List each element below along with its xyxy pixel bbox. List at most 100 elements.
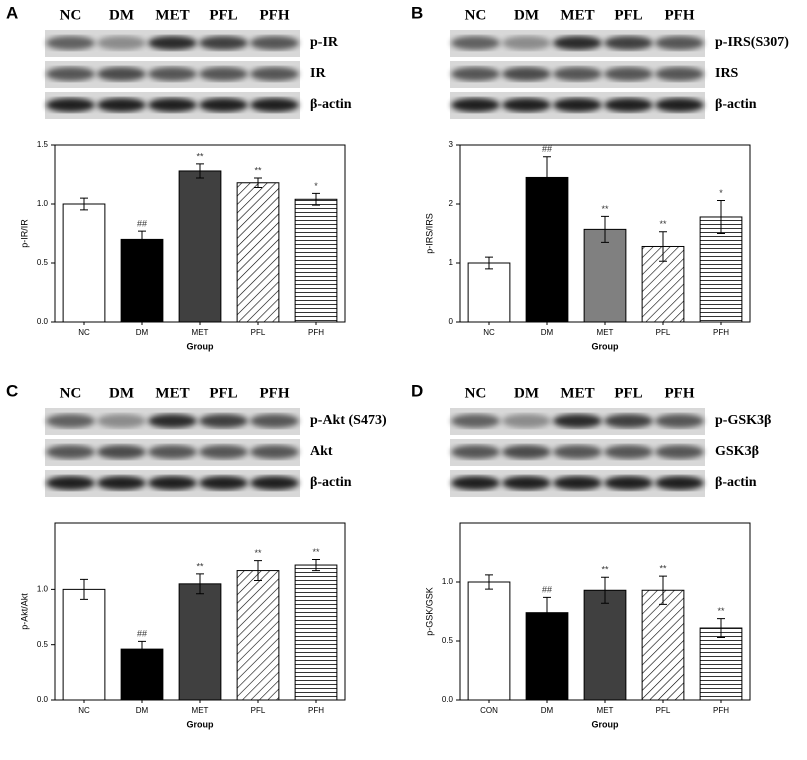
bar [467,262,511,323]
blot-band [148,36,197,50]
panel-label: B [411,3,423,22]
error-bar [80,197,88,211]
blot-band [553,36,602,50]
blot-band [502,98,551,112]
significance-label: ** [254,165,262,175]
significance-label: ## [137,629,147,639]
y-tick-label: 1.5 [37,140,49,149]
error-bar [601,576,609,604]
blot-band [502,476,551,490]
significance-label: ** [601,565,609,575]
error-bar [80,578,88,600]
blot-band [199,98,248,112]
blot-band [148,414,197,428]
blot-band [502,414,551,428]
lane-label: PFL [614,385,642,401]
lane-label: NC [465,385,487,401]
x-tick-label: DM [136,328,149,337]
bar [294,564,338,701]
y-tick-label: 1.0 [37,199,49,208]
y-tick-label: 0.5 [37,258,49,267]
error-bar [485,256,493,270]
blot-band [46,67,95,81]
x-tick-label: DM [541,706,554,715]
error-bar [717,618,725,638]
blot-band [604,67,653,81]
bar [178,170,222,323]
blot-band [46,476,95,490]
band-label: p-IRS(S307) [715,35,789,50]
band-label: p-Akt (S473) [310,413,387,428]
blot-band [655,67,704,81]
error-bar [312,559,320,572]
blot-band [451,414,500,428]
x-tick-label: PFH [308,706,324,715]
bar [467,581,511,701]
x-axis-label: Group [592,341,619,351]
x-tick-label: PFL [251,706,266,715]
y-axis-label: p-IR/IR [19,219,29,248]
y-axis-label: p-Akt/Akt [19,593,29,630]
band-label: IR [310,66,326,81]
error-bar [138,230,146,249]
x-tick-label: CON [480,706,498,715]
blot-band [97,414,146,428]
band-label: Akt [310,444,333,459]
blot-band [502,36,551,50]
bar [236,570,280,701]
significance-label: ** [601,204,609,214]
error-bar [717,199,725,234]
y-tick-label: 0.0 [37,317,49,326]
significance-label: ** [659,563,667,573]
significance-label: ** [254,548,262,558]
blot-band [451,36,500,50]
x-tick-label: NC [78,328,90,337]
y-tick-label: 0 [449,317,454,326]
y-tick-label: 0.0 [37,695,49,704]
blot-band [502,445,551,459]
blot-band [553,476,602,490]
bar [641,589,685,701]
x-axis-label: Group [187,719,214,729]
blot-band [97,36,146,50]
blot-band [97,67,146,81]
blot-band [46,414,95,428]
x-tick-label: MET [192,328,209,337]
error-bar [254,177,262,188]
bar [294,198,338,323]
error-bar [196,573,204,595]
blot-band [655,476,704,490]
error-bar [543,596,551,629]
lane-label: PFH [665,385,695,401]
error-bar [138,640,146,658]
y-tick-label: 1.0 [37,584,49,593]
blot-band [97,476,146,490]
blot-band [148,445,197,459]
lane-label: PFL [209,7,237,23]
bar [525,176,569,323]
blot-band [199,476,248,490]
panel-label: C [6,381,18,400]
band-label: GSK3β [715,444,759,459]
lane-label: PFH [260,7,290,23]
lane-label: MET [155,7,189,23]
y-tick-label: 1.0 [442,577,454,586]
error-bar [485,574,493,590]
x-axis-label: Group [592,719,619,729]
panel-label: D [411,381,423,400]
blot-band [451,445,500,459]
blot-band [604,476,653,490]
lane-label: MET [155,385,189,401]
x-tick-label: PFH [713,328,729,337]
blot-band [502,67,551,81]
lane-label: PFL [209,385,237,401]
lane-label: PFH [260,385,290,401]
bar [699,627,743,701]
blot-band [451,476,500,490]
band-label: IRS [715,66,739,81]
blot-band [451,98,500,112]
error-bar [601,215,609,243]
significance-label: ## [137,219,147,229]
y-axis-label: p-GSK/GSK [424,587,434,636]
y-tick-label: 0.5 [442,636,454,645]
